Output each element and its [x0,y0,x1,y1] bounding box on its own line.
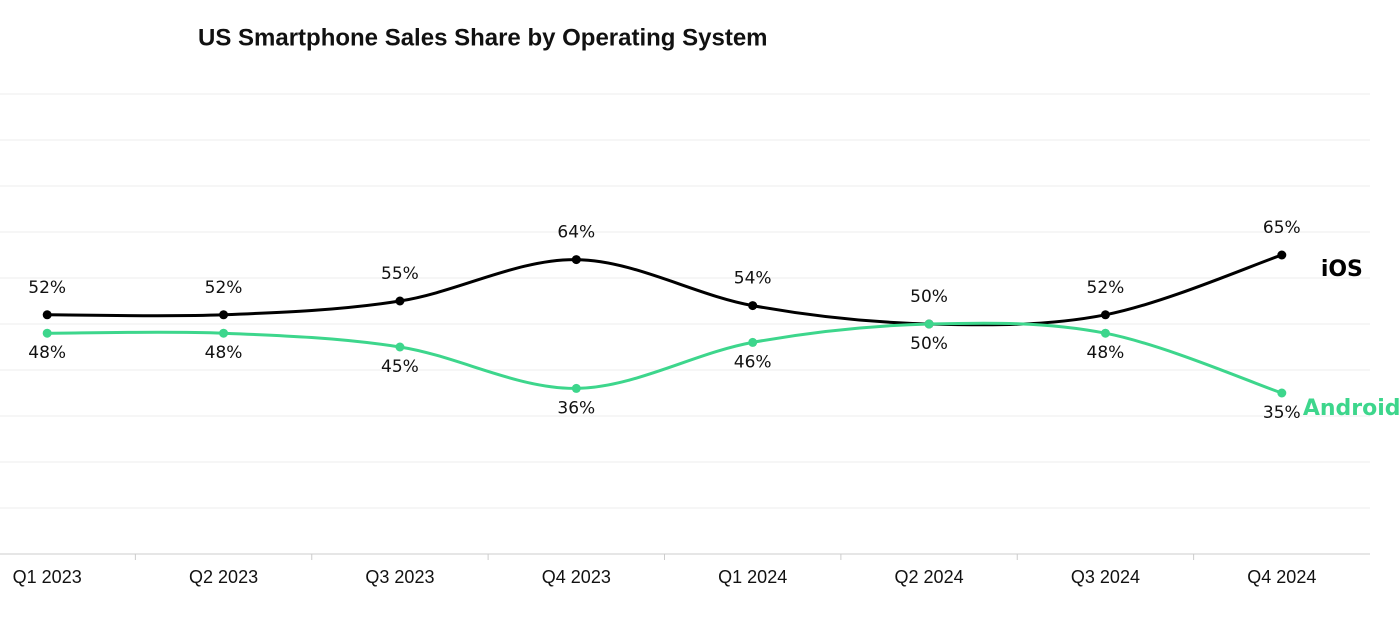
line [47,253,1283,327]
data-label: 50% [910,287,948,307]
x-tick-label: Q4 2023 [542,567,611,587]
x-tick-label: Q1 2023 [13,567,82,587]
x-tick-label: Q2 2024 [895,567,964,587]
data-label: 45% [381,357,419,377]
data-label: 48% [205,343,243,363]
data-label: 48% [1087,343,1125,363]
point [1100,328,1110,338]
data-label: 35% [1263,403,1301,423]
point [219,310,229,320]
chart-title: US Smartphone Sales Share by Operating S… [198,24,768,51]
point [395,342,405,352]
point [1100,310,1110,320]
series-label: Android [1303,396,1400,421]
data-label: 64% [557,223,595,243]
data-label: 54% [734,269,772,289]
series-label: iOS [1321,257,1363,282]
data-label: 52% [1087,278,1125,298]
data-label: 46% [734,352,772,372]
point [924,319,934,329]
point [42,310,52,320]
x-tick-label: Q3 2024 [1071,567,1140,587]
point [571,255,581,265]
data-label: 55% [381,264,419,284]
point [219,328,229,338]
data-label: 48% [28,343,66,363]
data-label: 36% [557,398,595,418]
x-tick-label: Q2 2023 [189,567,258,587]
line [47,321,1283,395]
data-label: 65% [1263,218,1301,238]
point [395,296,405,306]
point [748,337,758,347]
point [1277,250,1287,260]
point [1277,388,1287,398]
x-tick-label: Q3 2023 [365,567,434,587]
x-tick-label: Q4 2024 [1247,567,1316,587]
data-label: 50% [910,334,948,354]
data-label: 52% [28,278,66,298]
point [42,328,52,338]
x-tick-label: Q1 2024 [718,567,787,587]
data-label: 52% [205,278,243,298]
point [571,383,581,393]
point [748,301,758,311]
